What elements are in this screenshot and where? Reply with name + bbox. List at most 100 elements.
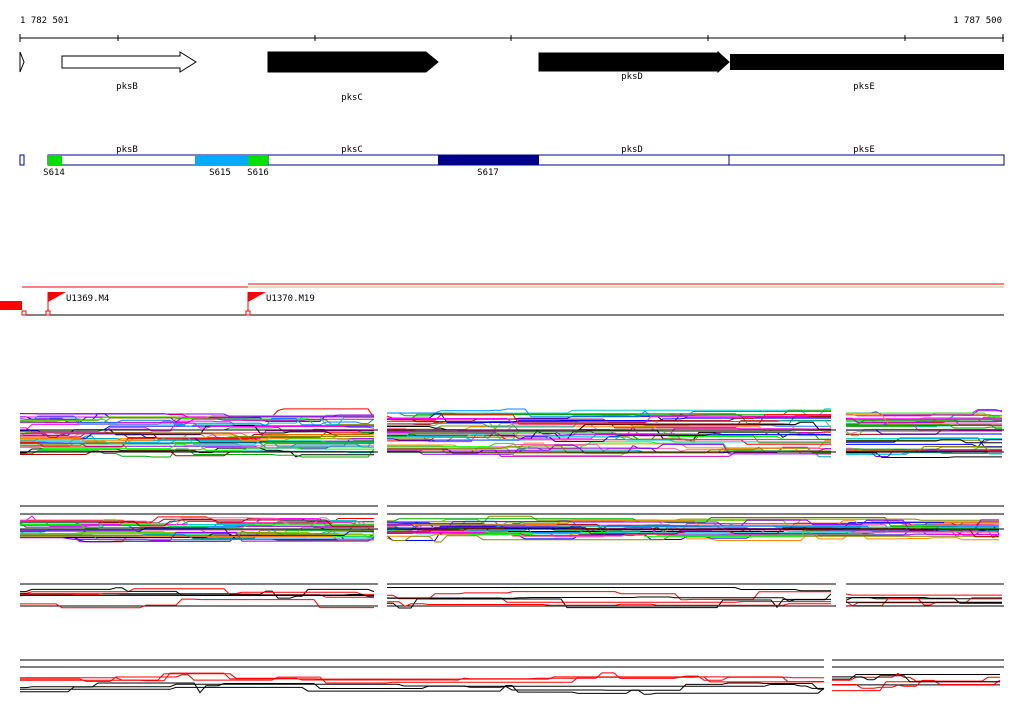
red-black-line	[845, 597, 1002, 604]
gene-label-pksC: pksC	[341, 93, 363, 103]
profile-line	[845, 414, 1002, 425]
profile-line	[845, 428, 1002, 437]
profile-line	[387, 431, 831, 441]
segment-track: pksB pksC pksD pksE S614 S615 S616 S617	[19, 145, 1005, 178]
red-black-line	[832, 679, 1001, 689]
profile-line	[387, 408, 831, 417]
red-black-line	[845, 593, 1002, 596]
gene-track: pksB pksC pksD pksE	[19, 50, 1004, 103]
flag-icon	[248, 292, 266, 302]
profile-line	[20, 442, 374, 445]
profile-line	[20, 529, 374, 541]
profile-line	[846, 431, 1002, 434]
profile-line	[387, 416, 831, 423]
gene-arrow-pksB[interactable]	[61, 51, 197, 73]
profile-line	[387, 413, 831, 423]
profile-line	[20, 533, 374, 540]
profile-line	[386, 526, 999, 537]
gene-label-pksB: pksB	[116, 82, 138, 92]
segment-S614[interactable]	[48, 155, 62, 165]
profile-line	[387, 527, 999, 537]
profile-line	[846, 439, 1002, 443]
profile-line	[846, 448, 1002, 454]
profile-line	[387, 515, 999, 524]
profile-line	[20, 413, 374, 418]
profile-line	[20, 517, 374, 527]
marker-U1369.M4[interactable]: U1369.M4	[45, 292, 109, 316]
profile-line	[20, 535, 374, 541]
profile-line	[846, 438, 1002, 444]
marker-track: U1369.M4 U1370.M19	[0, 283, 1004, 316]
segment-S616[interactable]	[248, 155, 268, 165]
profile-line	[20, 519, 374, 527]
profile-line	[846, 418, 1003, 424]
profile-line	[387, 441, 831, 452]
expression-track-1	[19, 408, 1004, 458]
profile-line	[20, 422, 375, 433]
segment-stub	[19, 154, 25, 166]
gene-label-pksD: pksD	[621, 72, 643, 82]
profile-line	[20, 448, 375, 458]
segment-label-S616: S616	[247, 168, 269, 178]
segment-gene-label-pksE: pksE	[853, 145, 875, 155]
marker-U1370.M19[interactable]: U1370.M19	[245, 292, 315, 316]
expression-track-4	[20, 659, 1004, 695]
profile-line	[20, 533, 374, 541]
profile-line	[387, 408, 831, 418]
segment-label-S615: S615	[209, 168, 231, 178]
profile-line	[20, 519, 374, 529]
profile-line	[386, 414, 831, 425]
red-black-line	[20, 682, 824, 691]
gene-arrow-pksE[interactable]	[730, 54, 1004, 70]
profile-line	[20, 434, 374, 441]
profile-line	[20, 430, 374, 439]
gene-label-pksE: pksE	[853, 82, 875, 92]
red-black-line	[832, 674, 1000, 680]
profile-line	[387, 519, 999, 530]
red-black-line	[845, 597, 1002, 606]
profile-line	[387, 517, 999, 527]
marker-label-U1370.M19: U1370.M19	[266, 294, 315, 304]
profile-line	[387, 524, 999, 534]
marker-label-U1369.M4: U1369.M4	[66, 294, 109, 304]
ruler-ticks	[19, 34, 1004, 42]
red-black-line	[20, 685, 825, 695]
profile-line	[846, 446, 1002, 453]
red-black-line	[387, 601, 831, 608]
expression-track-2	[19, 505, 1004, 543]
gene-arrow-pksC[interactable]	[267, 51, 439, 73]
ruler-end-label: 1 787 500	[953, 16, 1002, 26]
profile-line	[387, 433, 831, 442]
segment-S617[interactable]	[438, 155, 539, 165]
expression-track-3	[19, 583, 1004, 609]
segment-gene-label-pksB: pksB	[116, 145, 138, 155]
ruler-start-label: 1 782 501	[20, 16, 69, 26]
segment-S615[interactable]	[195, 155, 248, 165]
flag-icon	[48, 292, 66, 302]
red-black-line	[387, 587, 831, 592]
red-black-line	[846, 597, 1002, 600]
segment-gene-label-pksC: pksC	[341, 145, 363, 155]
profile-line	[846, 423, 1002, 429]
red-black-line	[19, 594, 374, 597]
red-black-line	[20, 598, 374, 609]
red-black-line	[387, 591, 831, 601]
gene-arrow-partial[interactable]	[19, 51, 25, 73]
profile-line	[387, 524, 999, 533]
profile-line	[20, 527, 374, 536]
gene-arrow-pksD[interactable]	[538, 50, 730, 74]
coordinate-ruler: 1 782 501 1 787 500	[19, 16, 1004, 42]
profile-line	[387, 419, 831, 428]
red-black-line	[832, 675, 1000, 683]
red-black-line	[20, 591, 374, 596]
red-black-line	[20, 682, 824, 694]
red-black-line	[20, 674, 824, 684]
marker-left-block	[0, 301, 22, 310]
red-black-line	[387, 598, 831, 609]
profile-line	[20, 443, 374, 451]
profile-line	[20, 432, 374, 437]
profile-line	[387, 414, 831, 424]
profile-line	[20, 532, 375, 542]
profile-line	[387, 436, 831, 443]
